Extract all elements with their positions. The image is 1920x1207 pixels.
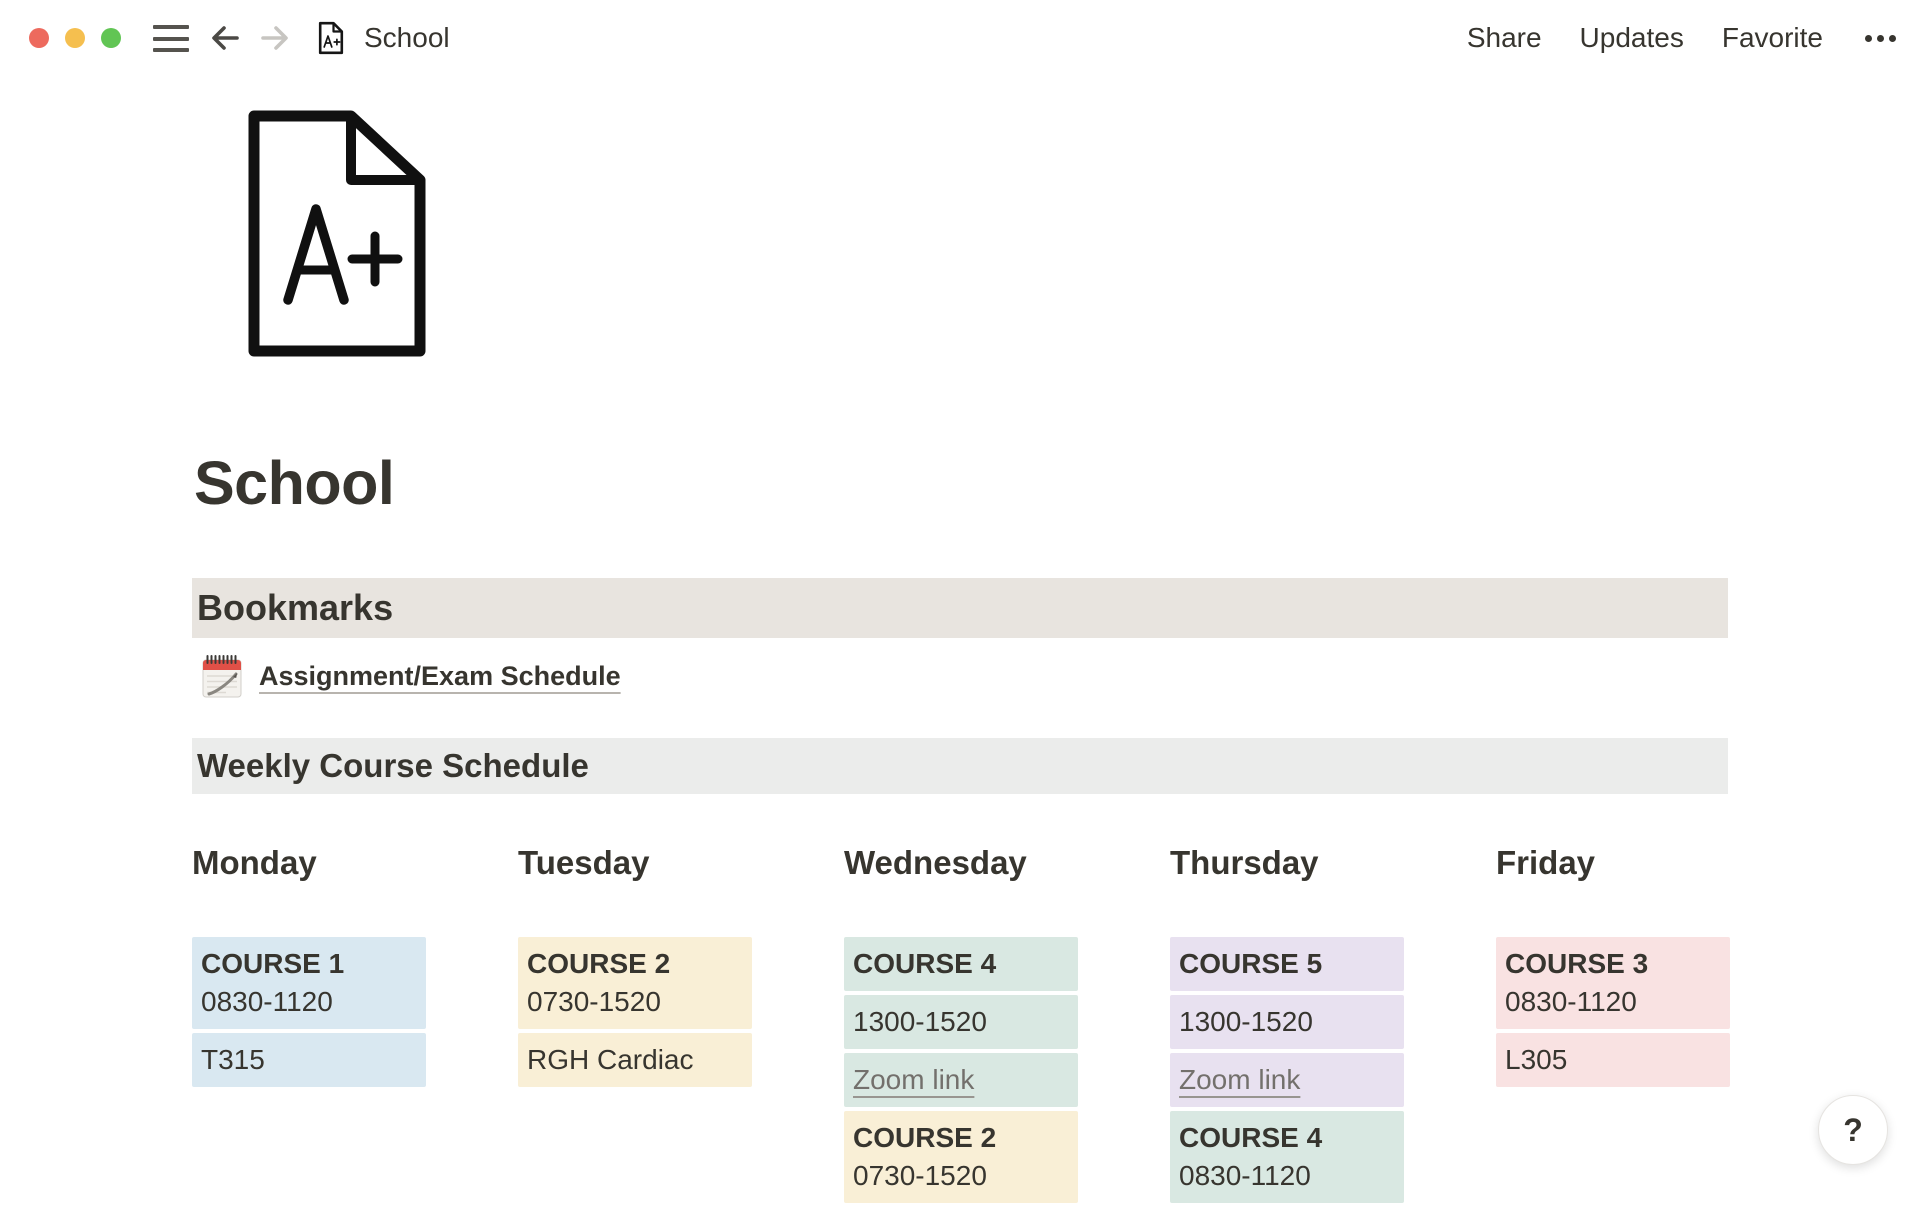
course-block[interactable]: Zoom link: [844, 1053, 1078, 1107]
day-header[interactable]: Tuesday: [518, 844, 650, 881]
course-block[interactable]: COURSE 2 0730-1520: [518, 937, 752, 1029]
block-text: 1300-1520: [853, 1006, 987, 1037]
bookmark-item: Assignment/Exam Schedule: [200, 650, 621, 702]
back-button[interactable]: [208, 21, 242, 55]
course-block[interactable]: Zoom link: [1170, 1053, 1404, 1107]
day-column-tuesday: Tuesday COURSE 2 0730-1520 RGH Cardiac: [518, 845, 752, 1207]
block-text: COURSE 2: [527, 948, 671, 979]
block-text: COURSE 2: [853, 1122, 997, 1153]
block-text: L305: [1505, 1044, 1568, 1075]
day-column-wednesday: Wednesday COURSE 4 1300-1520 Zoom link COURS…: [844, 845, 1078, 1207]
document-a-plus-icon[interactable]: [318, 21, 344, 55]
sidebar-menu-button[interactable]: [153, 25, 189, 52]
block-text: 0830-1120: [1179, 1160, 1311, 1191]
updates-button[interactable]: Updates: [1579, 22, 1684, 53]
day-header[interactable]: Friday: [1496, 844, 1596, 881]
course-block[interactable]: 1300-1520: [844, 995, 1078, 1049]
bookmark-link[interactable]: Assignment/Exam Schedule: [259, 660, 621, 691]
window-toolbar: School Share Updates Favorite: [0, 0, 1920, 76]
zoom-link[interactable]: Zoom link: [853, 1064, 975, 1095]
block-text: 0830-1120: [1505, 986, 1637, 1017]
day-column-friday: Friday COURSE 3 0830-1120 L305: [1496, 845, 1730, 1207]
hamburger-icon: [153, 48, 189, 52]
share-button[interactable]: Share: [1466, 22, 1542, 53]
day-header[interactable]: Thursday: [1170, 844, 1319, 881]
bookmarks-section-header[interactable]: Bookmarks: [192, 578, 1728, 638]
zoom-link[interactable]: Zoom link: [1179, 1064, 1301, 1095]
course-block[interactable]: RGH Cardiac: [518, 1033, 752, 1087]
toolbar-actions: Share Updates Favorite: [1467, 0, 1900, 76]
course-block[interactable]: L305: [1496, 1033, 1730, 1087]
bookmarks-header-label: Bookmarks: [197, 587, 394, 628]
block-text: 1300-1520: [1179, 1006, 1313, 1037]
ellipsis-icon: [1865, 34, 1872, 42]
day-header[interactable]: Monday: [192, 844, 317, 881]
block-text: 0830-1120: [201, 986, 333, 1017]
block-text: COURSE 4: [853, 948, 997, 979]
close-window-button[interactable]: [29, 28, 49, 48]
course-block[interactable]: COURSE 5: [1170, 937, 1404, 991]
hamburger-icon: [153, 36, 189, 41]
maximize-window-button[interactable]: [101, 28, 121, 48]
forward-button[interactable]: [258, 21, 292, 55]
minimize-window-button[interactable]: [65, 28, 85, 48]
favorite-button[interactable]: Favorite: [1721, 22, 1823, 53]
arrow-left-icon: [212, 26, 239, 50]
page-icon-a-plus[interactable]: [248, 110, 426, 357]
course-block[interactable]: T315: [192, 1033, 426, 1087]
block-text: 0730-1520: [527, 986, 661, 1017]
block-text: COURSE 3: [1505, 948, 1649, 979]
course-block[interactable]: COURSE 4 0830-1120: [1170, 1111, 1404, 1203]
day-header[interactable]: Wednesday: [844, 844, 1027, 881]
weekly-schedule-header-label: Weekly Course Schedule: [197, 747, 589, 784]
hamburger-icon: [153, 25, 189, 29]
block-text: T315: [201, 1044, 265, 1075]
block-text: COURSE 5: [1179, 948, 1323, 979]
spiral-notepad-icon: [202, 655, 242, 698]
block-text: COURSE 1: [201, 948, 345, 979]
block-text: RGH Cardiac: [527, 1044, 694, 1075]
schedule-grid: Monday COURSE 1 0830-1120 T315 Tuesday COURSE…: [192, 845, 1730, 1207]
window-controls: [29, 28, 121, 48]
page-title[interactable]: School: [194, 449, 395, 517]
day-column-monday: Monday COURSE 1 0830-1120 T315: [192, 845, 426, 1207]
more-options-button[interactable]: [1861, 34, 1900, 42]
course-block[interactable]: COURSE 1 0830-1120: [192, 937, 426, 1029]
day-column-thursday: Thursday COURSE 5 1300-1520 Zoom link COURSE…: [1170, 845, 1404, 1207]
block-text: 0730-1520: [853, 1160, 987, 1191]
a-plus-glyph: [283, 204, 403, 305]
arrow-right-icon: [261, 26, 288, 50]
question-mark-icon: ?: [1843, 1111, 1863, 1148]
block-text: COURSE 4: [1179, 1122, 1323, 1153]
course-block[interactable]: 1300-1520: [1170, 995, 1404, 1049]
weekly-schedule-section-header[interactable]: Weekly Course Schedule: [192, 738, 1728, 794]
ellipsis-icon: [1889, 34, 1896, 42]
course-block[interactable]: COURSE 3 0830-1120: [1496, 937, 1730, 1029]
course-block[interactable]: COURSE 4: [844, 937, 1078, 991]
help-button[interactable]: ?: [1818, 1095, 1888, 1165]
ellipsis-icon: [1877, 34, 1884, 42]
course-block[interactable]: COURSE 2 0730-1520: [844, 1111, 1078, 1203]
breadcrumb-page-title[interactable]: School: [364, 22, 450, 53]
